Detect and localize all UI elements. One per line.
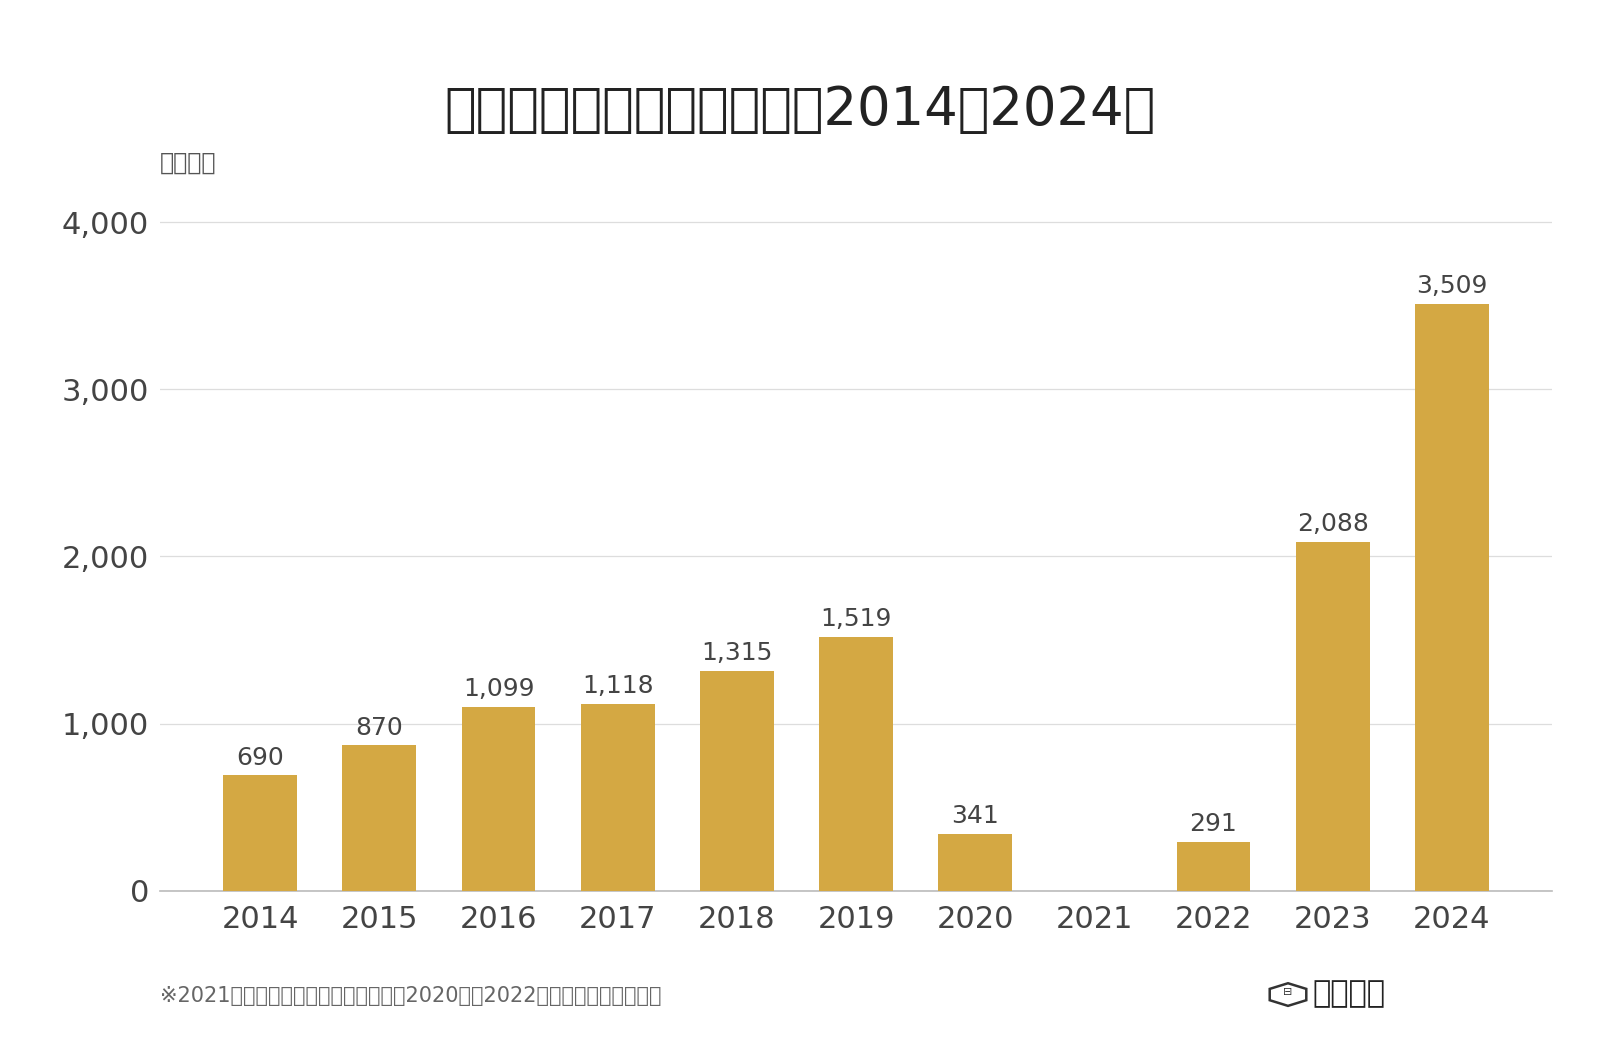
Text: 1,099: 1,099	[462, 677, 534, 701]
Bar	[581, 704, 654, 891]
Text: 訪日豪州人消費額の推移（2014〜2024）: 訪日豪州人消費額の推移（2014〜2024）	[445, 84, 1155, 136]
Bar	[342, 745, 416, 891]
Bar	[461, 707, 536, 891]
Text: 870: 870	[355, 716, 403, 740]
Text: 訪日ラボ: 訪日ラボ	[1312, 979, 1386, 1008]
Text: （億円）: （億円）	[160, 151, 216, 175]
Bar	[819, 637, 893, 891]
Text: 1,315: 1,315	[701, 641, 773, 665]
Bar	[1296, 542, 1370, 891]
Text: ⊟: ⊟	[1283, 987, 1293, 998]
Bar	[938, 834, 1013, 891]
Text: 3,509: 3,509	[1416, 275, 1488, 299]
Text: 1,118: 1,118	[582, 674, 653, 698]
Bar	[1414, 304, 1488, 891]
Text: 690: 690	[237, 745, 285, 769]
Text: 291: 291	[1189, 812, 1237, 836]
Bar	[1176, 843, 1251, 891]
Bar	[224, 776, 298, 891]
Text: 341: 341	[952, 804, 998, 828]
Text: ※2021年は国別消費額のデータなし。2020年、2022年は観光庁の試算値。: ※2021年は国別消費額のデータなし。2020年、2022年は観光庁の試算値。	[160, 986, 661, 1006]
Text: 2,088: 2,088	[1296, 511, 1368, 536]
Text: 1,519: 1,519	[821, 607, 891, 631]
Bar	[699, 671, 774, 891]
